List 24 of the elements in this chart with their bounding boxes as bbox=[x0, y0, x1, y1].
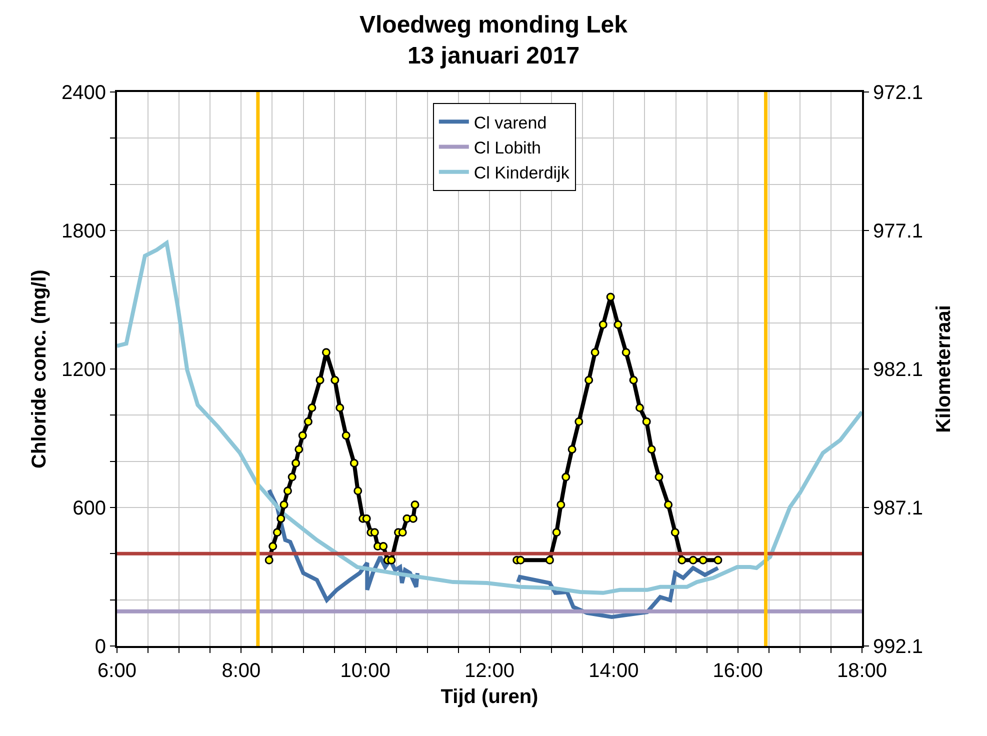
y2-tick-label: 977.1 bbox=[873, 220, 924, 242]
y-tick-label: 1200 bbox=[62, 359, 106, 381]
y2-tick-label: 987.1 bbox=[873, 498, 924, 520]
y2-axis-title: Kilometerraai bbox=[933, 305, 956, 433]
y-tick-label: 1800 bbox=[62, 220, 106, 242]
legend-label: Cl Kinderdijk bbox=[474, 163, 570, 182]
legend-label: Cl Lobith bbox=[474, 138, 542, 158]
x-tick-label: 12:00 bbox=[464, 660, 515, 682]
x-tick-label: 18:00 bbox=[836, 660, 888, 682]
x-tick-label: 16:00 bbox=[712, 660, 763, 682]
x-tick-label: 10:00 bbox=[340, 660, 390, 682]
x-axis-title: Tijd (uren) bbox=[440, 686, 538, 708]
y-tick-label: 2400 bbox=[62, 82, 106, 104]
chart-title: Vloedweg monding Lek 13 januari 2017 bbox=[359, 11, 628, 70]
y2-tick-label: 972.1 bbox=[873, 82, 924, 104]
y-tick-label: 600 bbox=[72, 498, 106, 520]
y-axis-title: Chloride conc. (mg/l) bbox=[28, 270, 50, 468]
y2-tick-label: 982.1 bbox=[873, 359, 924, 381]
x-tick-label: 14:00 bbox=[588, 660, 639, 682]
x-tick-label: 8:00 bbox=[222, 660, 261, 682]
x-tick-label: 6:00 bbox=[98, 660, 136, 682]
y-tick-label: 0 bbox=[94, 636, 106, 658]
legend-label: Cl varend bbox=[474, 113, 547, 132]
y2-tick-label: 992.1 bbox=[873, 636, 924, 658]
